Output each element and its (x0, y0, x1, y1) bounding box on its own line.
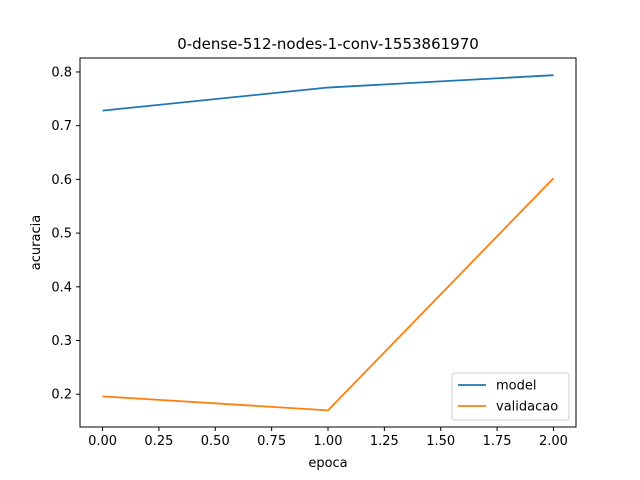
x-tick-label: 1.25 (370, 434, 399, 449)
legend-label: model (496, 379, 536, 394)
legend: model validacao (451, 372, 570, 421)
x-tick-label: 0.75 (257, 434, 286, 449)
y-tick-label: 0.5 (51, 227, 72, 242)
y-tick-label: 0.7 (51, 119, 72, 134)
x-axis: 0.00 0.25 0.50 0.75 1.00 1.25 1.50 1.75 2.00 (88, 427, 568, 449)
x-tick-label: 2.00 (539, 434, 568, 449)
x-tick-label: 1.75 (483, 434, 512, 449)
legend-label: validacao (496, 400, 558, 415)
series-line-validacao (102, 177, 555, 412)
y-tick-label: 0.2 (51, 388, 72, 403)
x-tick-label: 1.00 (314, 434, 343, 449)
y-tick-label: 0.8 (51, 65, 72, 80)
chart-title: 0-dense-512-nodes-1-conv-1553861970 (177, 35, 479, 53)
x-tick-label: 0.00 (88, 434, 117, 449)
y-tick-label: 0.6 (51, 173, 72, 188)
series-line-model (102, 74, 554, 112)
y-axis-label: acuracia (29, 215, 44, 270)
x-tick-label: 1.50 (426, 434, 455, 449)
x-tick-label: 0.50 (201, 434, 230, 449)
plot-area (79, 57, 577, 428)
x-axis-label: epoca (308, 456, 347, 471)
y-tick-label: 0.4 (51, 280, 72, 295)
y-axis: 0.2 0.3 0.4 0.5 0.6 0.7 0.8 (51, 65, 80, 403)
plot-frame (79, 57, 577, 428)
y-tick-label: 0.3 (51, 334, 72, 349)
x-tick-label: 0.25 (144, 434, 173, 449)
